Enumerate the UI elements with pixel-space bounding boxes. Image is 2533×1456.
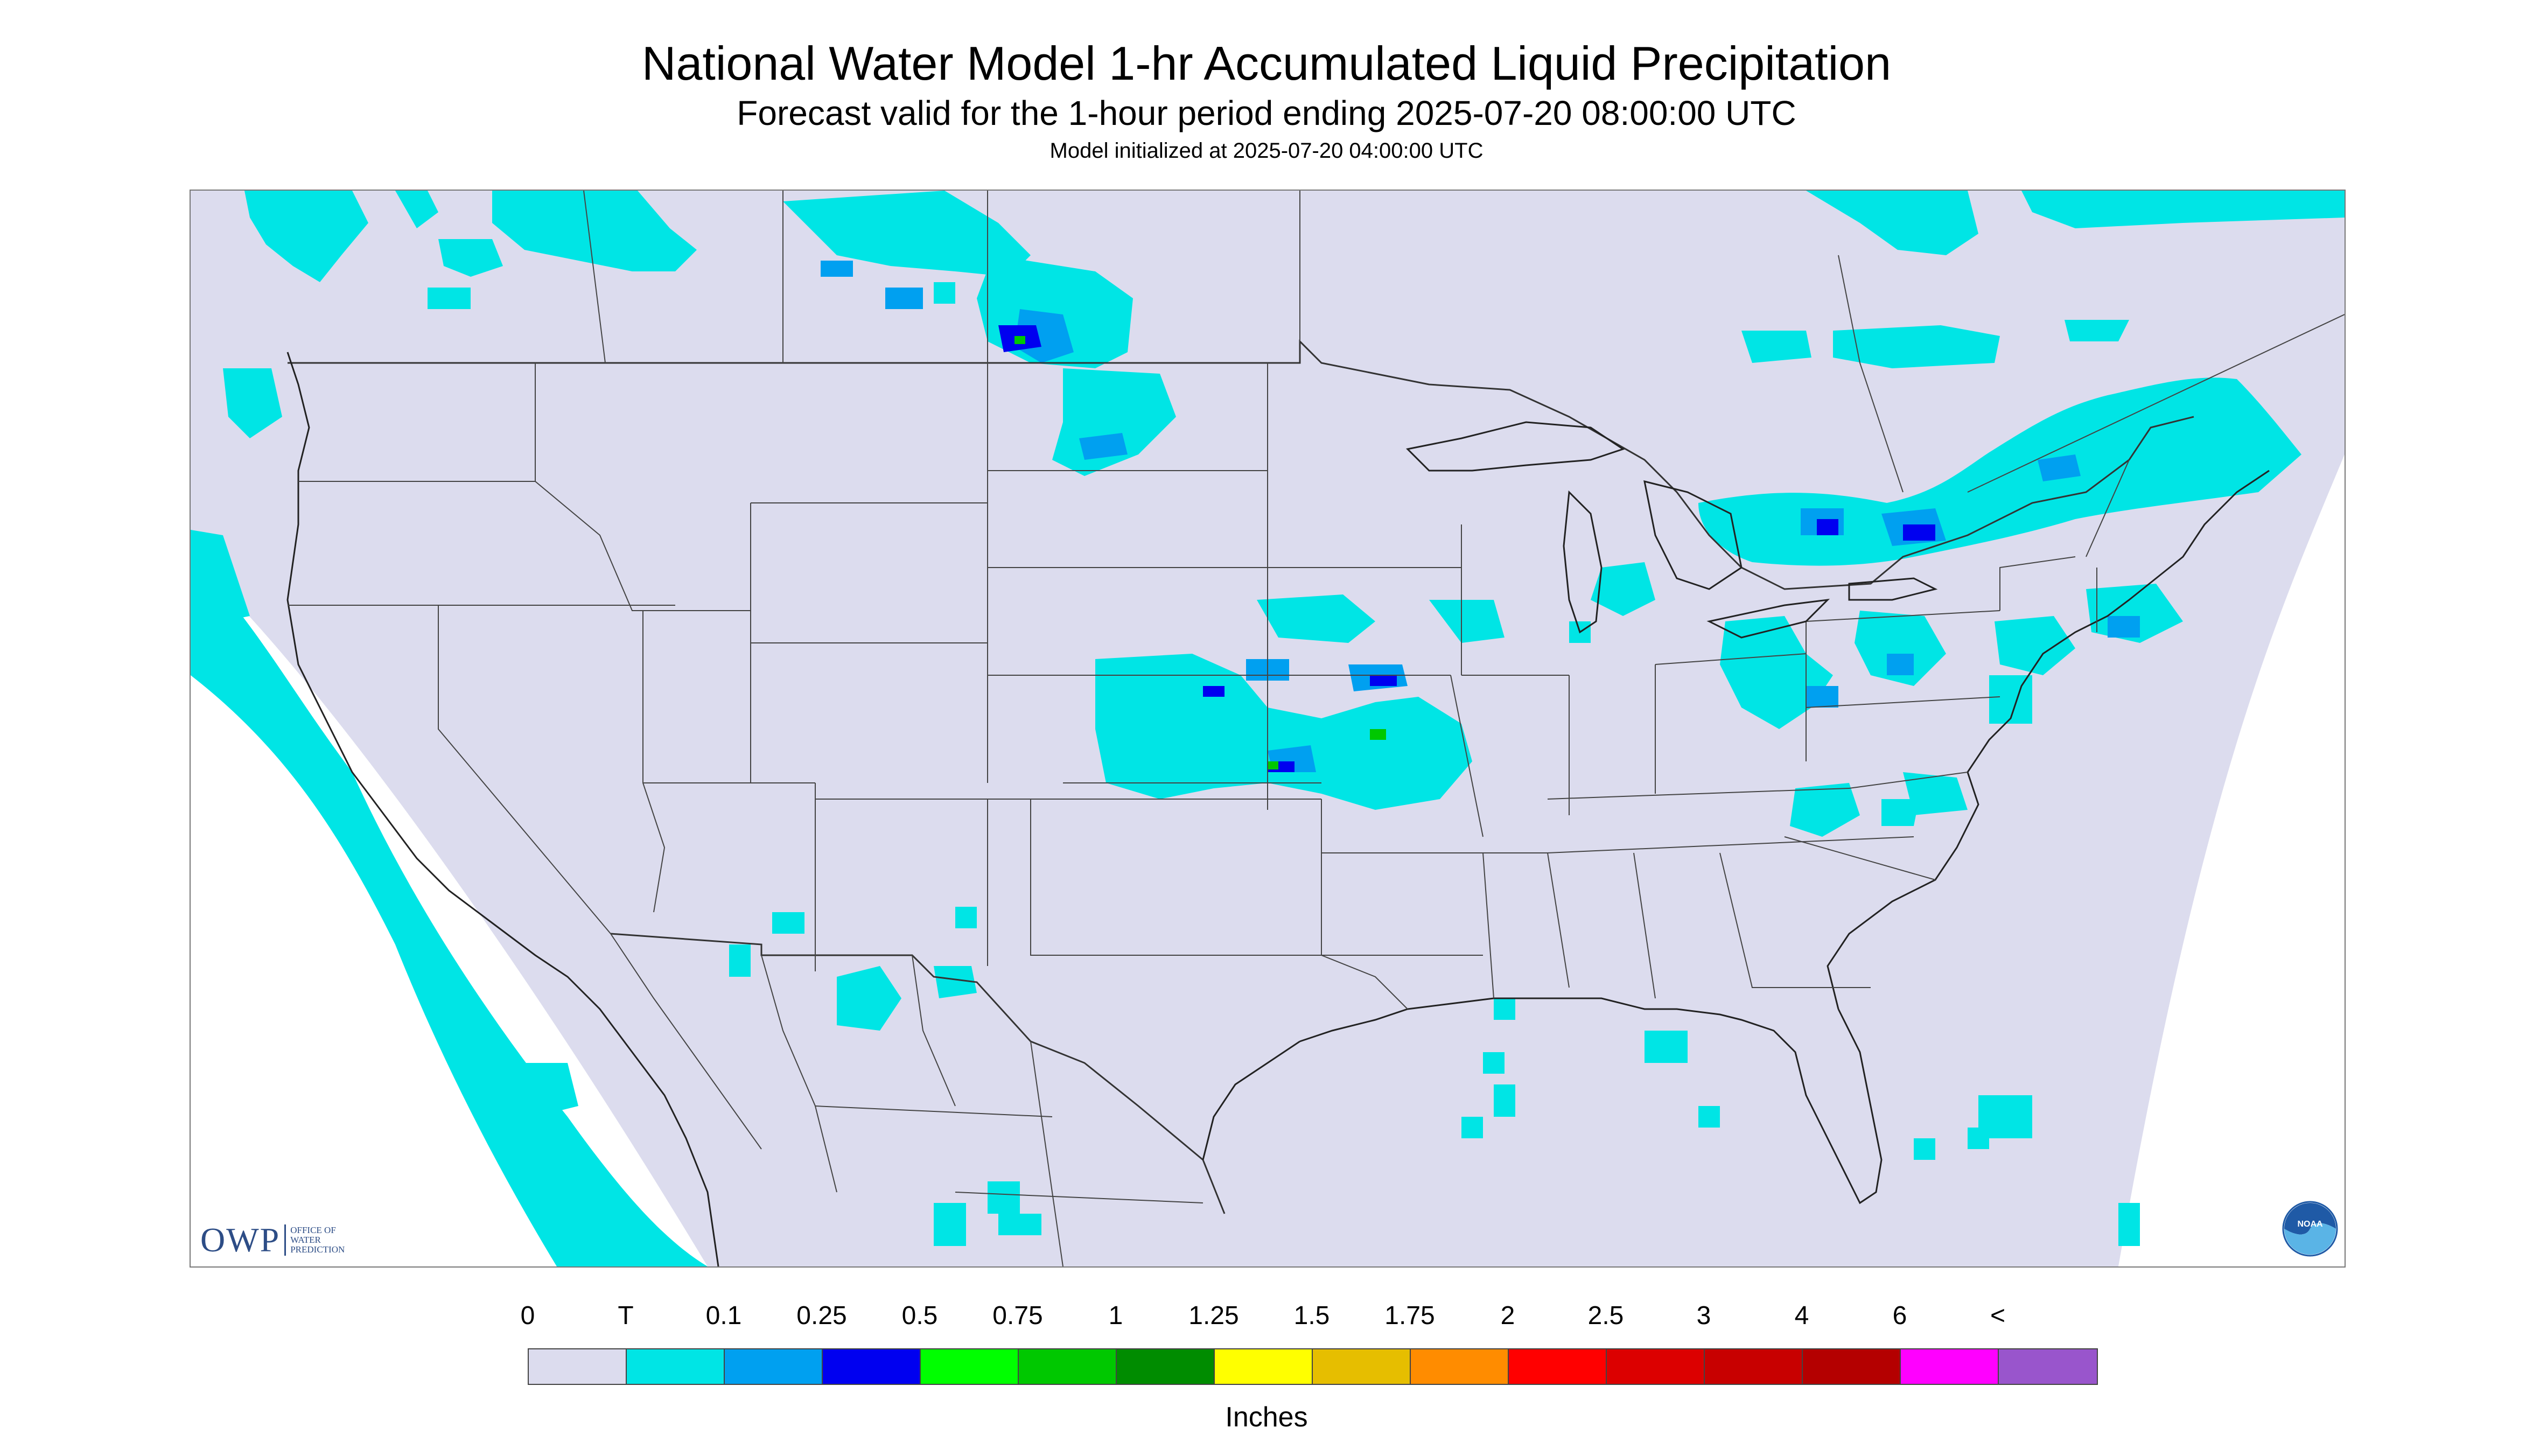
legend-swatch <box>627 1349 725 1384</box>
forecast-valid-subtitle: Forecast valid for the 1-hour period end… <box>737 94 1796 132</box>
coastlines <box>286 352 2270 1266</box>
owp-logo-text: OFFICE OF WATER PREDICTION <box>290 1225 345 1255</box>
province-boundaries <box>583 191 2345 493</box>
map-title: National Water Model 1-hr Accumulated Li… <box>641 37 1892 90</box>
legend-swatch <box>725 1349 823 1384</box>
map-canvas <box>191 191 2345 1266</box>
legend-swatch <box>1607 1349 1705 1384</box>
precip-ontario-band <box>1698 377 2301 566</box>
legend-swatch <box>823 1349 921 1384</box>
legend-label: 0.25 <box>796 1301 847 1330</box>
legend-swatch <box>1411 1349 1509 1384</box>
legend-label: 2 <box>1500 1301 1515 1330</box>
legend-label: 0.75 <box>992 1301 1043 1330</box>
precip-moderate-layer <box>998 325 1935 772</box>
owp-logo-letters: OWP <box>200 1221 281 1259</box>
legend-color-bar <box>528 1348 2098 1385</box>
legend-label: 6 <box>1892 1301 1907 1330</box>
legend-unit-label: Inches <box>1225 1402 1308 1433</box>
owp-logo-divider <box>284 1224 286 1256</box>
legend-labels: 0 T 0.1 0.25 0.5 0.75 1 1.25 1.5 1.75 2 2.5 3 4 6 < <box>0 1301 2533 1333</box>
gulf-coastline <box>1299 997 1883 1205</box>
lake-michigan <box>1563 490 1603 634</box>
legend-label: 0 <box>520 1301 535 1330</box>
great-lakes <box>1405 421 1938 639</box>
legend-swatch <box>1803 1349 1901 1384</box>
precipitation-map <box>190 190 2346 1268</box>
legend-swatch <box>1019 1349 1117 1384</box>
legend-label: 0.1 <box>705 1301 742 1330</box>
noaa-logo-text: NOAA <box>2297 1220 2323 1229</box>
lake-erie <box>1706 598 1830 639</box>
lake-huron <box>1643 480 1743 590</box>
mexico-boundaries <box>610 933 1203 1266</box>
noaa-logo: NOAA <box>2282 1201 2338 1257</box>
legend-swatch <box>1117 1349 1215 1384</box>
lake-ontario <box>1848 577 1938 601</box>
owp-logo: OWP OFFICE OF WATER PREDICTION <box>200 1221 355 1259</box>
legend-label: 1.5 <box>1293 1301 1330 1330</box>
legend-label: 4 <box>1794 1301 1809 1330</box>
precip-plains-cluster <box>1095 654 1472 810</box>
legend-label: 1.25 <box>1188 1301 1239 1330</box>
legend-label: 1.75 <box>1384 1301 1435 1330</box>
legend-swatch <box>921 1349 1019 1384</box>
us-mexico-border <box>610 933 1226 1214</box>
us-canada-border <box>288 339 2194 590</box>
state-boundaries <box>288 363 2130 1010</box>
legend-swatch <box>1215 1349 1313 1384</box>
model-initialized-caption: Model initialized at 2025-07-20 04:00:00… <box>1049 139 1484 163</box>
precip-heavy-layer <box>1014 336 1386 769</box>
legend-label: < <box>1990 1301 2006 1330</box>
texas-coastline <box>1202 1040 1300 1160</box>
legend-swatch <box>1705 1349 1803 1384</box>
legend-swatch <box>529 1349 627 1384</box>
legend-label: 2.5 <box>1587 1301 1624 1330</box>
country-boundaries <box>288 339 2194 1214</box>
legend-label: T <box>618 1301 634 1330</box>
legend-swatch <box>1509 1349 1607 1384</box>
precip-pacific-band <box>191 557 708 1266</box>
legend-swatch <box>1901 1349 1999 1384</box>
legend-swatch <box>1313 1349 1411 1384</box>
pacific-coastline <box>286 352 719 1266</box>
lake-superior <box>1405 421 1625 472</box>
legend-label: 1 <box>1108 1301 1123 1330</box>
legend-swatch <box>1999 1349 2097 1384</box>
atlantic-coastline <box>1827 470 2270 1010</box>
legend-label: 0.5 <box>901 1301 938 1330</box>
legend-label: 3 <box>1696 1301 1711 1330</box>
